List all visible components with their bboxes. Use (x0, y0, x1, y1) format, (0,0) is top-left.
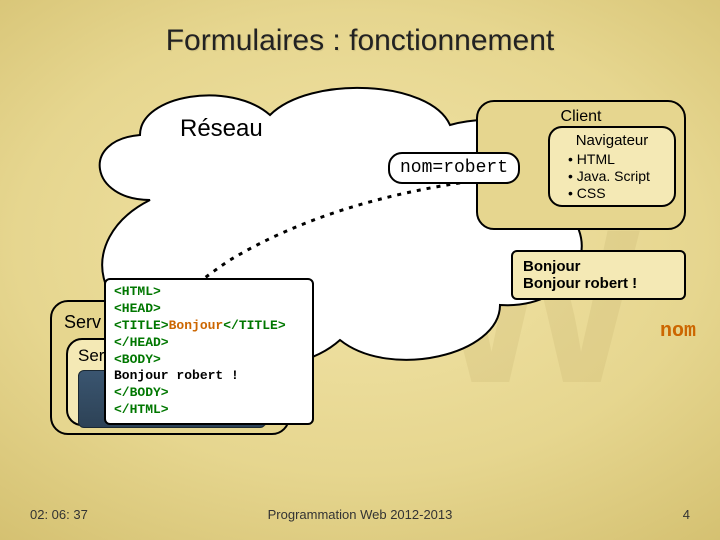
code-l7: </BODY> (114, 385, 169, 400)
request-bubble: nom=robert (388, 152, 520, 184)
code-l4: </HEAD> (114, 335, 169, 350)
server-inner-label: Ser (78, 346, 104, 365)
footer-slide-number: 4 (683, 507, 690, 522)
code-l8: </HTML> (114, 402, 169, 417)
code-l6: Bonjour robert ! (114, 368, 239, 383)
code-l3c: </TITLE> (223, 318, 285, 333)
client-title: Client (488, 108, 674, 126)
network-label: Réseau (180, 115, 263, 143)
bullet-html-text: HTML (577, 151, 615, 167)
response-box: Bonjour Bonjour robert ! (511, 250, 686, 300)
bullet-css-text: CSS (577, 185, 606, 201)
code-l5: <BODY> (114, 352, 161, 367)
code-l2: <HEAD> (114, 301, 161, 316)
bullet-js: • Java. Script (558, 168, 666, 185)
bullet-js-text: Java. Script (577, 168, 650, 184)
response-title: Bonjour (523, 258, 674, 275)
navigator-title: Navigateur (558, 132, 666, 149)
nom-label: nom (660, 320, 696, 343)
response-body: Bonjour robert ! (523, 275, 674, 292)
slide-title: Formulaires : fonctionnement (0, 24, 720, 58)
code-l3b: Bonjour (169, 318, 224, 333)
html-code-box: <HTML> <HEAD> <TITLE>Bonjour</TITLE> </H… (104, 278, 314, 425)
code-l3a: <TITLE> (114, 318, 169, 333)
navigator-box: Navigateur • HTML • Java. Script • CSS (548, 126, 676, 207)
bullet-html: • HTML (558, 151, 666, 168)
code-l1: <HTML> (114, 284, 161, 299)
bullet-css: • CSS (558, 185, 666, 202)
footer-center: Programmation Web 2012-2013 (0, 507, 720, 522)
server-outer-label: Serv (64, 312, 101, 332)
